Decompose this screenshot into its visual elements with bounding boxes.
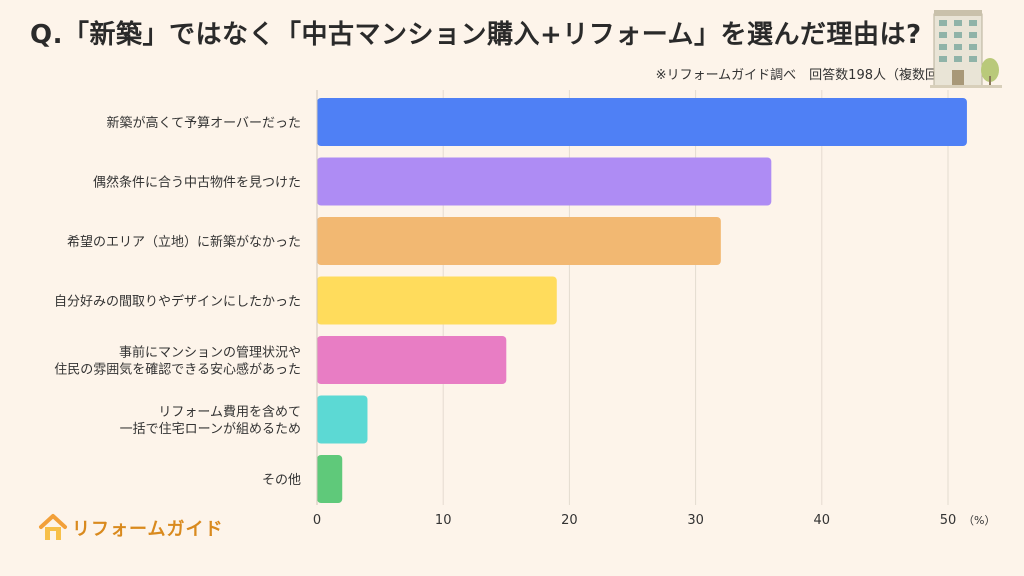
logo-text: リフォームガイド <box>72 519 224 540</box>
bar <box>317 276 557 325</box>
x-tick-label: 20 <box>561 513 578 528</box>
bar <box>317 217 721 265</box>
bar <box>317 157 772 206</box>
bar <box>317 98 967 146</box>
category-label: 一括で住宅ローンが組めるため <box>120 422 301 437</box>
chart-subtitle: ※リフォームガイド調べ 回答数198人（複数回答） <box>655 68 964 83</box>
category-label: 希望のエリア（立地）に新築がなかった <box>67 234 301 250</box>
x-tick-label: 0 <box>313 513 321 528</box>
category-label: 自分好みの間取りやデザインにしたかった <box>54 294 301 310</box>
building-icon <box>930 10 1002 88</box>
x-axis-unit-label: （%） <box>963 514 995 527</box>
chart-title: Q.「新築」ではなく「中古マンション購入+リフォーム」を選んだ理由は? <box>30 20 922 50</box>
category-label: その他 <box>262 473 301 488</box>
x-tick-label: 10 <box>435 513 452 528</box>
category-label: 事前にマンションの管理状況や <box>119 345 301 361</box>
bar <box>317 395 368 444</box>
bar <box>317 336 507 384</box>
category-label: 偶然条件に合う中古物件を見つけた <box>93 175 301 191</box>
x-tick-label: 30 <box>687 513 704 528</box>
category-label: リフォーム費用を含めて <box>158 404 301 420</box>
logo: リフォームガイド <box>38 513 223 543</box>
category-label: 新築が高くて予算オーバーだった <box>107 115 301 131</box>
category-label: 住民の雰囲気を確認できる安心感があった <box>54 362 301 378</box>
house-icon <box>39 514 67 540</box>
bar <box>317 455 343 503</box>
x-tick-label: 50 <box>940 513 957 528</box>
x-tick-label: 40 <box>814 513 831 528</box>
